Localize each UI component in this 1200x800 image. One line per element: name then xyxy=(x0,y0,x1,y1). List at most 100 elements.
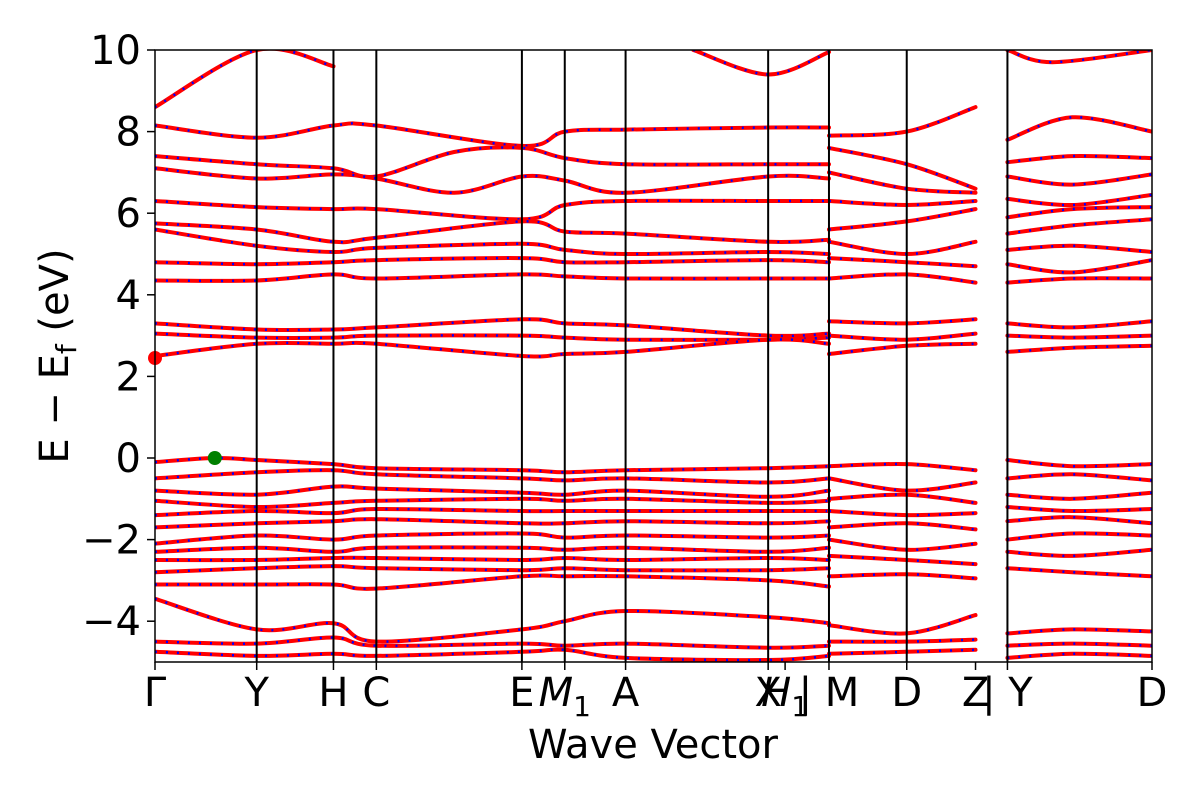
band-up-58 xyxy=(1005,276,1152,285)
band-up-18 xyxy=(155,531,831,546)
y-tick-label: 4 xyxy=(116,273,141,319)
x-tick-label: H1 xyxy=(761,670,809,723)
band-up-54 xyxy=(1005,205,1152,220)
plot-frame xyxy=(154,49,1153,663)
y-tick-label: 6 xyxy=(116,191,141,237)
band-up-49 xyxy=(1005,50,1152,65)
y-axis-title: E − Ef (eV) xyxy=(32,248,83,463)
x-tick-label: | M xyxy=(799,670,860,716)
band-up-9 xyxy=(155,317,831,338)
band-up-28 xyxy=(827,145,978,191)
band-down-10 xyxy=(155,332,830,342)
band-up-39 xyxy=(827,476,978,493)
band-up-60 xyxy=(1005,333,1152,340)
band-down-29 xyxy=(828,171,976,195)
band-down-50 xyxy=(1006,116,1152,141)
band-up-67 xyxy=(1005,531,1152,542)
band-down-49 xyxy=(1007,50,1152,64)
x-tick-label: D xyxy=(891,670,922,716)
band-down-20 xyxy=(155,556,830,562)
band-up-1 xyxy=(155,121,831,148)
band-down-21 xyxy=(155,564,830,574)
band-down-8 xyxy=(155,273,829,283)
band-down-16 xyxy=(155,507,829,517)
band-down-0 xyxy=(155,50,334,109)
band-up-12 xyxy=(155,455,831,475)
y-tick-label: 10 xyxy=(90,28,141,74)
band-up-69 xyxy=(1005,566,1152,579)
band-up-27 xyxy=(827,105,978,138)
bands-layer xyxy=(155,50,1152,662)
x-tick-label: M1 xyxy=(539,670,591,723)
band-down-19 xyxy=(155,546,830,554)
band-up-46 xyxy=(827,613,978,636)
y-tick-label: −2 xyxy=(82,518,141,564)
band-up-68 xyxy=(1005,547,1152,558)
band-down-7 xyxy=(155,256,830,266)
band-up-0 xyxy=(155,50,336,110)
band-up-40 xyxy=(827,492,978,505)
x-tick-label: Z xyxy=(962,670,989,716)
band-up-4 xyxy=(155,198,831,222)
y-axis-title-sub: f xyxy=(50,343,83,354)
band-up-62 xyxy=(1005,458,1152,469)
x-tick-label: C xyxy=(362,670,390,716)
band-up-6 xyxy=(155,227,831,257)
y-tick-label: 8 xyxy=(116,110,141,156)
x-tick-label: D xyxy=(1137,670,1168,716)
y-tick-label: −4 xyxy=(82,599,141,645)
band-up-55 xyxy=(1005,217,1152,236)
band-down-17 xyxy=(155,517,830,529)
x-tick-label: X xyxy=(754,670,781,716)
band-up-61 xyxy=(1005,343,1152,354)
band-up-43 xyxy=(827,537,978,552)
band-up-52 xyxy=(1005,172,1152,187)
band-up-53 xyxy=(1005,192,1152,208)
band-up-66 xyxy=(1005,515,1152,526)
x-tick-label: H xyxy=(318,670,348,716)
vbm-marker xyxy=(207,451,222,465)
band-up-11 xyxy=(155,337,831,359)
band-up-64 xyxy=(1005,490,1152,501)
y-ticks-layer: −4 −2 0 2 4 6 8 10 xyxy=(82,28,155,645)
band-up-24 xyxy=(155,635,831,650)
x-tick-label: | Y xyxy=(982,670,1033,716)
band-up-29 xyxy=(827,170,978,195)
y-axis-title-main: E − E xyxy=(32,354,78,464)
markers-layer xyxy=(148,351,222,465)
band-down-2 xyxy=(155,146,829,179)
kpath-lines-layer xyxy=(255,50,1009,662)
y-axis-title-unit: (eV) xyxy=(32,248,78,344)
band-up-25 xyxy=(155,647,831,662)
band-up-50 xyxy=(1005,115,1152,142)
band-down-26 xyxy=(692,50,830,76)
band-down-23 xyxy=(155,597,830,643)
x-tick-label: Γ xyxy=(144,670,167,716)
x-tick-label: A xyxy=(612,670,640,716)
band-up-59 xyxy=(1005,319,1152,330)
x-tick-label: Y xyxy=(243,670,269,716)
y-tick-label: 0 xyxy=(116,436,141,482)
band-up-5 xyxy=(155,219,831,245)
band-down-15 xyxy=(155,497,830,509)
band-down-3 xyxy=(155,167,830,195)
band-up-57 xyxy=(1005,258,1152,275)
band-up-32 xyxy=(827,239,978,257)
y-tick-label: 2 xyxy=(116,354,141,400)
band-up-14 xyxy=(155,484,831,499)
x-axis-title: Wave Vector xyxy=(528,722,779,768)
band-up-51 xyxy=(1005,153,1152,165)
band-up-22 xyxy=(155,573,831,591)
band-down-13 xyxy=(155,468,830,484)
band-up-56 xyxy=(1005,243,1152,254)
x-tick-label: E xyxy=(509,670,534,716)
band-up-70 xyxy=(1005,627,1152,636)
band-up-65 xyxy=(1005,505,1152,514)
band-up-34 xyxy=(827,272,978,285)
band-up-63 xyxy=(1005,472,1152,483)
band-up-71 xyxy=(1005,641,1152,648)
band-up-72 xyxy=(1005,651,1152,660)
